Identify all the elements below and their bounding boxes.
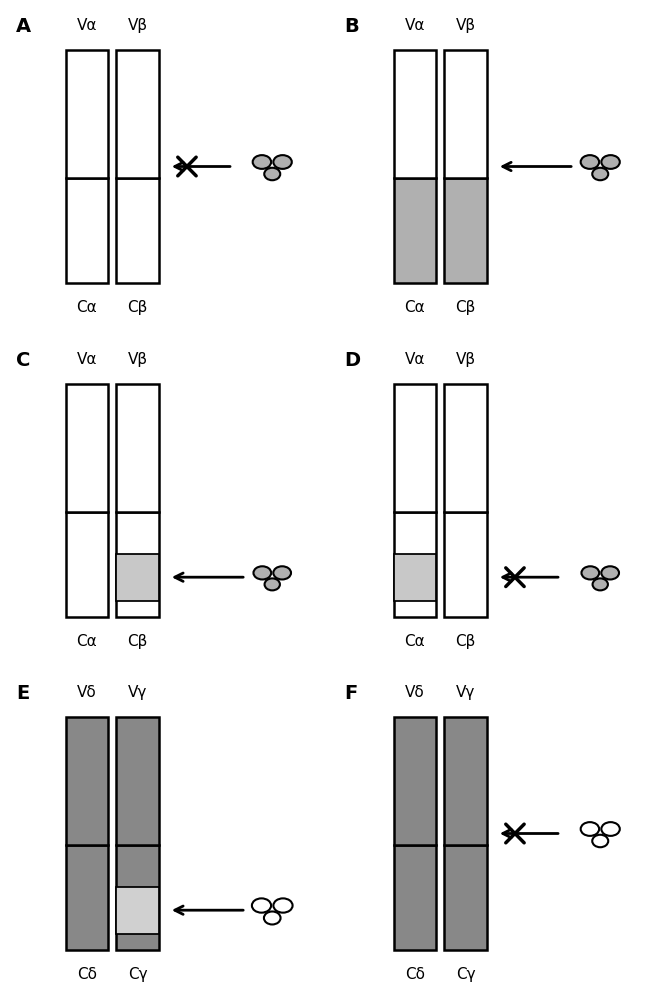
Ellipse shape xyxy=(581,566,599,579)
Bar xyxy=(394,178,436,283)
Bar xyxy=(117,384,159,512)
Bar xyxy=(445,50,487,178)
Ellipse shape xyxy=(602,822,620,836)
Bar xyxy=(66,50,108,178)
Text: Vβ: Vβ xyxy=(456,18,476,33)
Ellipse shape xyxy=(264,911,281,924)
Bar xyxy=(394,50,436,178)
Bar xyxy=(394,845,436,950)
Ellipse shape xyxy=(252,898,271,913)
Ellipse shape xyxy=(264,168,280,180)
Ellipse shape xyxy=(274,566,291,579)
Text: F: F xyxy=(344,684,358,703)
Bar xyxy=(66,845,108,950)
Ellipse shape xyxy=(592,835,608,847)
Bar xyxy=(445,845,487,950)
Ellipse shape xyxy=(253,155,271,169)
Bar xyxy=(117,178,159,283)
Ellipse shape xyxy=(602,155,620,169)
Bar xyxy=(445,512,487,617)
Bar xyxy=(66,384,108,512)
Bar xyxy=(117,50,159,178)
Text: Cβ: Cβ xyxy=(127,300,148,315)
Text: Vγ: Vγ xyxy=(128,685,148,700)
Ellipse shape xyxy=(581,822,599,836)
Bar xyxy=(445,384,487,512)
Ellipse shape xyxy=(274,155,292,169)
Bar xyxy=(117,845,159,950)
Bar xyxy=(117,717,159,845)
Ellipse shape xyxy=(253,566,271,579)
Text: Cδ: Cδ xyxy=(77,967,97,982)
Text: Vα: Vα xyxy=(77,352,97,367)
Text: Vβ: Vβ xyxy=(456,352,476,367)
Text: Cα: Cα xyxy=(405,634,425,649)
Text: Vα: Vα xyxy=(405,18,425,33)
Bar xyxy=(394,554,436,601)
Bar xyxy=(394,717,436,845)
Bar xyxy=(117,887,159,934)
Bar xyxy=(117,554,159,601)
Bar xyxy=(66,717,108,845)
Text: Cγ: Cγ xyxy=(456,967,476,982)
Text: B: B xyxy=(344,17,359,36)
Text: A: A xyxy=(16,17,31,36)
Text: Cγ: Cγ xyxy=(128,967,148,982)
Bar xyxy=(394,512,436,617)
Text: Cα: Cα xyxy=(405,300,425,315)
Text: Vβ: Vβ xyxy=(128,18,148,33)
Text: Cα: Cα xyxy=(77,300,97,315)
Text: Cβ: Cβ xyxy=(455,634,476,649)
Text: Cβ: Cβ xyxy=(455,300,476,315)
Text: Cα: Cα xyxy=(77,634,97,649)
Bar xyxy=(394,384,436,512)
Text: Vδ: Vδ xyxy=(405,685,425,700)
Text: Vα: Vα xyxy=(77,18,97,33)
Ellipse shape xyxy=(274,898,293,913)
Bar xyxy=(445,178,487,283)
Text: C: C xyxy=(16,351,31,370)
Bar xyxy=(66,512,108,617)
Text: Vα: Vα xyxy=(405,352,425,367)
Text: Cδ: Cδ xyxy=(405,967,425,982)
Bar xyxy=(117,512,159,617)
Text: Vγ: Vγ xyxy=(456,685,476,700)
Text: E: E xyxy=(16,684,30,703)
Text: Vδ: Vδ xyxy=(77,685,97,700)
Ellipse shape xyxy=(592,168,608,180)
Text: Cβ: Cβ xyxy=(127,634,148,649)
Text: Vβ: Vβ xyxy=(128,352,148,367)
Text: D: D xyxy=(344,351,361,370)
Ellipse shape xyxy=(602,566,619,579)
Ellipse shape xyxy=(581,155,599,169)
Bar xyxy=(445,717,487,845)
Ellipse shape xyxy=(264,578,280,590)
Ellipse shape xyxy=(592,578,608,590)
Bar xyxy=(66,178,108,283)
